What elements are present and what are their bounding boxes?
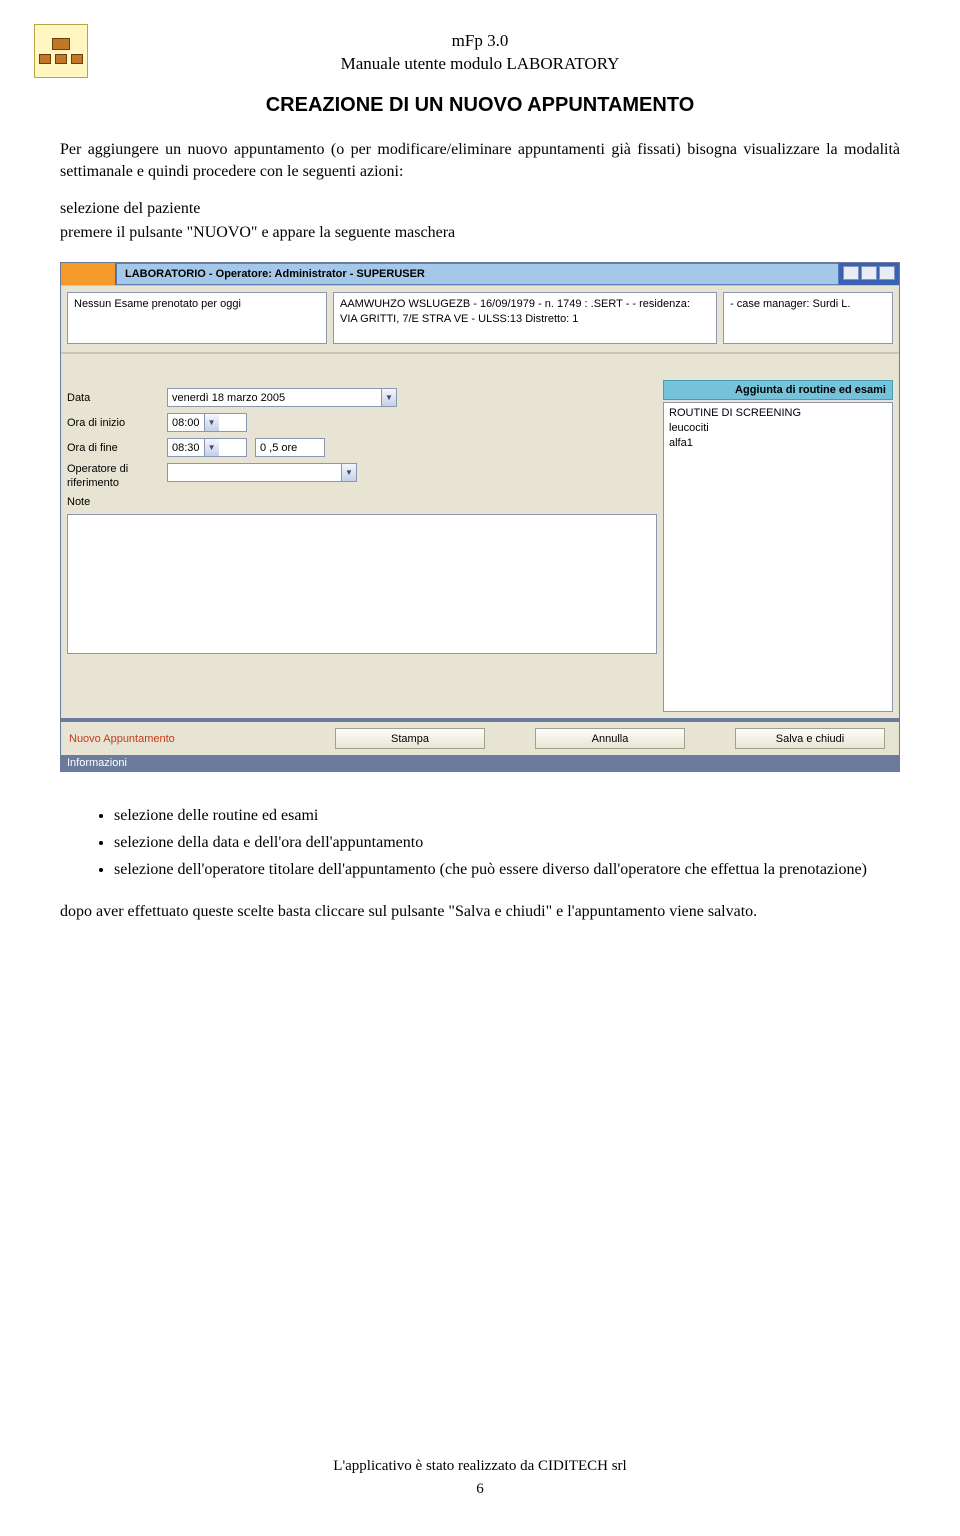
input-operatore[interactable]: ▼: [167, 463, 357, 482]
annulla-button[interactable]: Annulla: [535, 728, 685, 749]
salva-button[interactable]: Salva e chiudi: [735, 728, 885, 749]
intro-paragraph: Per aggiungere un nuovo appuntamento (o …: [60, 139, 900, 184]
maximize-button[interactable]: [861, 266, 877, 280]
doc-title-line1: mFp 3.0: [60, 30, 900, 53]
nuovo-appuntamento-label: Nuovo Appuntamento: [69, 733, 259, 745]
appointment-form: Data venerdì 18 marzo 2005 ▼ Ora di iniz…: [67, 354, 657, 712]
input-note[interactable]: [67, 514, 657, 654]
list-item[interactable]: leucociti: [669, 421, 887, 436]
list-item[interactable]: ROUTINE DI SCREENING: [669, 406, 887, 421]
label-data: Data: [67, 392, 167, 404]
info-box-exams: Nessun Esame prenotato per oggi: [67, 292, 327, 344]
status-bar: Informazioni: [61, 755, 899, 771]
window-titlebar: LABORATORIO - Operatore: Administrator -…: [61, 263, 899, 285]
list-item: selezione della data e dell'ora dell'app…: [114, 831, 900, 856]
footer-credit: L'applicativo è stato realizzato da CIDI…: [0, 1455, 960, 1478]
list-item[interactable]: alfa1: [669, 436, 887, 451]
right-panel: Aggiunta di routine ed esami ROUTINE DI …: [663, 354, 893, 712]
page-footer: L'applicativo è stato realizzato da CIDI…: [0, 1455, 960, 1500]
page-number: 6: [0, 1478, 960, 1501]
routine-header: Aggiunta di routine ed esami: [663, 380, 893, 400]
step-1: selezione del paziente: [60, 198, 900, 220]
list-item: selezione delle routine ed esami: [114, 804, 900, 829]
window-title: LABORATORIO - Operatore: Administrator -…: [116, 263, 839, 285]
titlebar-orange-tab: [61, 263, 116, 285]
section-title: CREAZIONE DI UN NUOVO APPUNTAMENTO: [60, 94, 900, 117]
bottom-toolbar: Nuovo Appuntamento Stampa Annulla Salva …: [61, 718, 899, 755]
label-ora-inizio: Ora di inizio: [67, 417, 167, 429]
label-note: Note: [67, 496, 167, 508]
label-ora-fine: Ora di fine: [67, 442, 167, 454]
input-ora-inizio[interactable]: 08:00 ▼: [167, 413, 247, 432]
label-operatore: Operatore di riferimento: [67, 463, 167, 489]
minimize-button[interactable]: [843, 266, 859, 280]
input-ora-fine[interactable]: 08:30 ▼: [167, 438, 247, 457]
doc-header: mFp 3.0 Manuale utente modulo LABORATORY: [60, 30, 900, 76]
info-box-patient: AAMWUHZO WSLUGEZB - 16/09/1979 - n. 1749…: [333, 292, 717, 344]
main-panel: Data venerdì 18 marzo 2005 ▼ Ora di iniz…: [61, 352, 899, 718]
chevron-down-icon[interactable]: ▼: [204, 439, 219, 456]
routine-list[interactable]: ROUTINE DI SCREENING leucociti alfa1: [663, 402, 893, 712]
close-button[interactable]: [879, 266, 895, 280]
window-controls: [839, 263, 899, 285]
app-screenshot: LABORATORIO - Operatore: Administrator -…: [60, 262, 900, 772]
input-data[interactable]: venerdì 18 marzo 2005 ▼: [167, 388, 397, 407]
list-item: selezione dell'operatore titolare dell'a…: [114, 858, 900, 883]
step-2: premere il pulsante "NUOVO" e appare la …: [60, 222, 900, 244]
chevron-down-icon[interactable]: ▼: [204, 414, 219, 431]
info-panel-row: Nessun Esame prenotato per oggi AAMWUHZO…: [61, 285, 899, 352]
doc-title-line2: Manuale utente modulo LABORATORY: [60, 53, 900, 76]
chevron-down-icon[interactable]: ▼: [341, 464, 356, 481]
bullet-list: selezione delle routine ed esami selezio…: [114, 804, 900, 882]
closing-paragraph: dopo aver effettuato queste scelte basta…: [60, 901, 900, 923]
input-durata: 0 ,5 ore: [255, 438, 325, 457]
stampa-button[interactable]: Stampa: [335, 728, 485, 749]
app-logo: [34, 24, 88, 78]
chevron-down-icon[interactable]: ▼: [381, 389, 396, 406]
info-box-casemanager: - case manager: Surdi L.: [723, 292, 893, 344]
